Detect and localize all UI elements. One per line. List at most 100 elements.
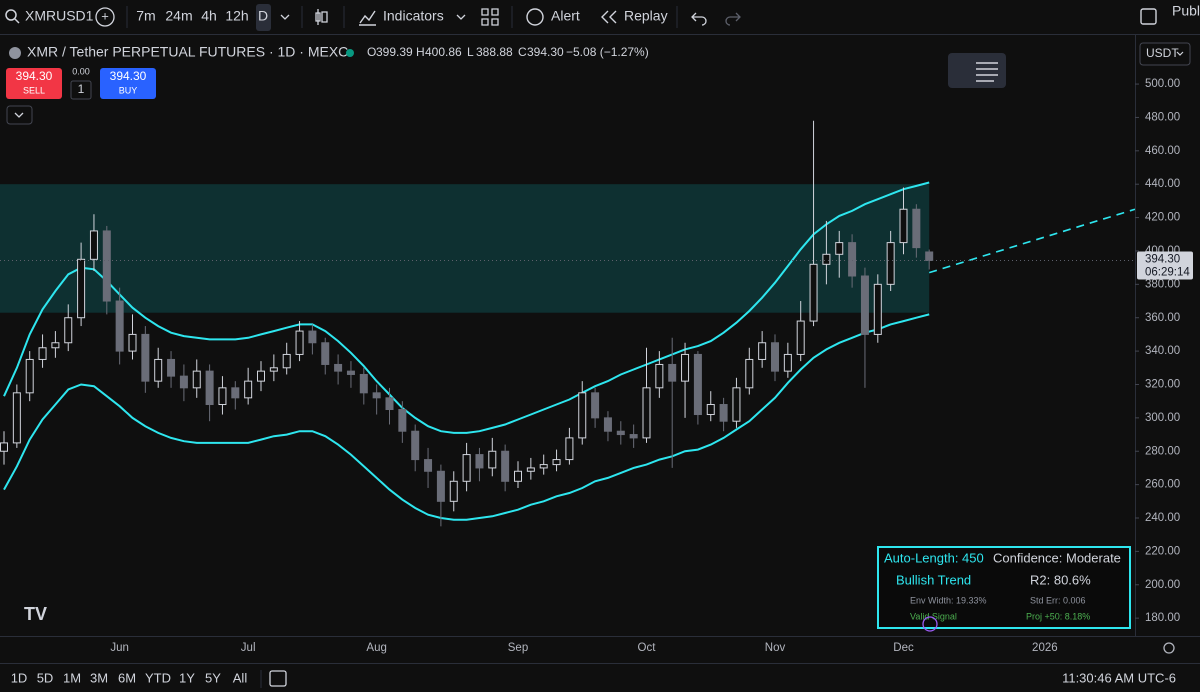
candle-body <box>745 358 754 389</box>
search-icon <box>14 18 20 24</box>
replay-icon[interactable] <box>601 10 617 24</box>
chart-type-icon[interactable] <box>315 9 328 25</box>
candle-body <box>539 464 548 469</box>
quantity-box[interactable] <box>70 80 92 100</box>
ohlc-label: H <box>416 45 425 59</box>
buy-price: 394.30 <box>110 69 147 83</box>
candle-body <box>128 333 137 352</box>
alert-icon[interactable] <box>526 8 544 26</box>
confidence: Confidence: Moderate <box>993 550 1121 565</box>
ohlc-value: 394.30 <box>527 45 564 59</box>
indicator-table: Auto-Length: 450 Confidence: Moderate Bu… <box>877 546 1131 632</box>
range-bar: 1D 5D 1M 3M 6M YTD 1Y 5Y All <box>11 670 248 685</box>
publish-button[interactable]: Publi <box>1172 3 1200 19</box>
redo[interactable] <box>725 12 741 26</box>
buy-button[interactable] <box>100 68 156 99</box>
candle-body <box>526 467 535 472</box>
candle-body <box>449 480 458 502</box>
time-axis: Jun Jul Aug Sep Oct Nov Dec 2026 <box>110 642 1057 654</box>
candle-body <box>693 353 702 416</box>
add-symbol[interactable] <box>95 7 115 27</box>
interval[interactable]: 4h <box>201 8 217 24</box>
candle-body <box>860 275 869 335</box>
quantity: 1 <box>78 82 85 96</box>
candle-body <box>591 392 600 419</box>
sell-button[interactable] <box>6 68 62 99</box>
range-button[interactable]: 5D <box>37 670 54 685</box>
candle-body <box>642 387 651 439</box>
trade-panel: 394.30 SELL 0.00 1 394.30 BUY <box>6 66 156 125</box>
logo: TV <box>24 604 47 624</box>
interval[interactable]: 12h <box>225 8 248 24</box>
symbol[interactable]: XMRUSD1 <box>25 8 94 24</box>
candle-body <box>64 317 73 344</box>
x-tick-label: Sep <box>508 642 528 654</box>
candle-body <box>192 370 201 389</box>
candle-body <box>308 330 317 344</box>
interval-menu[interactable] <box>280 14 290 20</box>
candle-body <box>424 459 433 472</box>
layouts-icon[interactable] <box>481 8 499 26</box>
trend: Bullish Trend <box>896 572 971 587</box>
candle-body <box>38 347 47 360</box>
indicators-button[interactable]: Indicators <box>383 8 444 24</box>
indicators-icon[interactable] <box>359 10 376 26</box>
range-button[interactable]: 5Y <box>205 670 221 685</box>
y-tick-label: 360.00 <box>1145 312 1180 324</box>
currency[interactable]: USDT <box>1146 46 1179 60</box>
candle-body <box>462 454 471 482</box>
date-range-icon[interactable] <box>269 670 287 687</box>
candle-body <box>89 230 98 260</box>
price-axis: 180.00 200.00 220.00 240.00 260.00 280.00 300.… <box>1135 78 1193 624</box>
y-tick-label: 320.00 <box>1145 379 1180 391</box>
collapse-icon <box>14 112 24 118</box>
range-button[interactable]: YTD <box>145 670 171 685</box>
range-zone <box>0 184 930 313</box>
candle-body <box>167 358 176 377</box>
collapse-button[interactable] <box>6 105 33 125</box>
currency-selector[interactable] <box>1139 42 1191 66</box>
y-tick-label: 400.00 <box>1145 245 1180 257</box>
range-button[interactable]: 1M <box>63 670 81 685</box>
search-icon[interactable] <box>5 9 17 21</box>
candle-body <box>835 242 844 255</box>
candle-body <box>102 230 111 302</box>
fullscreen[interactable] <box>1140 8 1157 25</box>
candle-body <box>346 370 355 375</box>
interval[interactable]: 7m <box>136 8 155 24</box>
candle-body <box>681 353 690 382</box>
ohlc-value: 400.86 <box>425 45 462 59</box>
candle-body <box>655 363 664 389</box>
replay-button[interactable]: Replay <box>624 8 668 24</box>
settings-icon[interactable] <box>1163 642 1175 654</box>
range-button[interactable]: 1Y <box>179 670 195 685</box>
candle-body <box>218 387 227 406</box>
projection-line <box>928 208 1136 274</box>
x-tick-label: Oct <box>638 642 657 654</box>
indicator-table-frame <box>877 546 1131 629</box>
signal-icon <box>922 616 938 632</box>
clock: 11:30:46 AM UTC-6 <box>1062 670 1176 685</box>
x-tick-label: Jun <box>110 642 129 654</box>
sell-price: 394.30 <box>16 69 53 83</box>
candle-body <box>796 320 805 355</box>
range-button[interactable]: 1D <box>11 670 28 685</box>
alert-button[interactable]: Alert <box>551 8 580 24</box>
ohlc-label: L <box>467 45 474 59</box>
x-tick-label: Nov <box>765 642 786 654</box>
env-width: Env Width: 19.33% <box>910 595 987 605</box>
interval[interactable]: 24m <box>165 8 192 24</box>
candle-body <box>257 370 265 382</box>
candle-body <box>436 470 445 502</box>
object-tree-button[interactable] <box>948 53 1006 88</box>
ohlc-label: O <box>367 45 376 59</box>
ohlc-value: 388.88 <box>476 45 513 59</box>
range-button[interactable]: 6M <box>118 670 136 685</box>
range-button[interactable]: All <box>233 670 248 685</box>
range-button[interactable]: 3M <box>90 670 108 685</box>
x-tick-label: Dec <box>893 642 914 654</box>
undo[interactable] <box>691 12 707 26</box>
interval[interactable]: D <box>258 8 268 24</box>
indicators-menu[interactable] <box>456 14 466 20</box>
y-tick-label: 260.00 <box>1145 479 1180 491</box>
